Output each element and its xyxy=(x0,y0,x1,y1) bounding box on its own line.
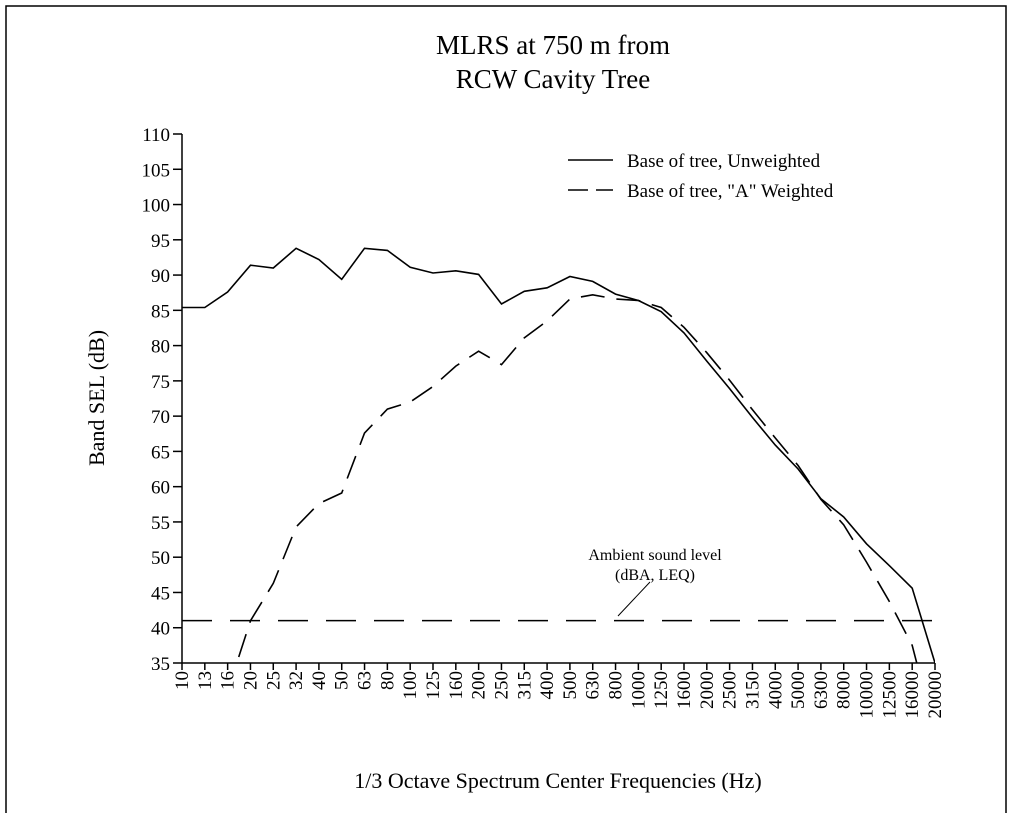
x-tick-label: 800 xyxy=(606,671,627,700)
y-tick-label: 35 xyxy=(151,654,170,675)
x-tick-label: 50 xyxy=(332,671,353,690)
annotation: (dBA, LEQ) xyxy=(615,567,695,584)
x-tick-label: 13 xyxy=(195,671,216,690)
x-tick-label: 10 xyxy=(172,671,193,690)
x-tick-label: 500 xyxy=(560,671,581,700)
x-tick-label: 125 xyxy=(423,671,444,700)
x-tick-label: 1250 xyxy=(651,671,672,709)
x-tick-label: 100 xyxy=(400,671,421,700)
x-tick-label: 3150 xyxy=(742,671,763,709)
x-tick-label: 16 xyxy=(218,671,239,690)
x-tick-label: 80 xyxy=(377,671,398,690)
y-tick-label: 65 xyxy=(151,442,170,463)
legend-label: Base of tree, "A" Weighted xyxy=(627,181,834,202)
x-tick-label: 20000 xyxy=(925,671,946,719)
x-tick-label: 12500 xyxy=(879,671,900,719)
x-tick-label: 630 xyxy=(583,671,604,700)
y-tick-label: 45 xyxy=(151,583,170,604)
x-tick-label: 63 xyxy=(355,671,376,690)
x-tick-label: 2000 xyxy=(697,671,718,709)
x-tick-label: 400 xyxy=(537,671,558,700)
y-tick-label: 75 xyxy=(151,372,170,393)
chart-title: MLRS at 750 m from xyxy=(436,30,670,60)
x-tick-label: 10000 xyxy=(857,671,878,719)
y-tick-label: 50 xyxy=(151,548,170,569)
y-tick-label: 60 xyxy=(151,478,170,499)
x-tick-label: 4000 xyxy=(765,671,786,709)
frame xyxy=(5,5,1007,813)
y-tick-label: 80 xyxy=(151,337,170,358)
series-line xyxy=(235,293,918,663)
x-tick-label: 40 xyxy=(309,671,330,690)
x-tick-label: 160 xyxy=(446,671,467,700)
annotation-leader xyxy=(617,581,651,617)
x-tick-label: 8000 xyxy=(834,671,855,709)
legend-label: Base of tree, Unweighted xyxy=(627,151,821,172)
x-tick-label: 32 xyxy=(286,671,307,690)
x-tick-label: 2500 xyxy=(720,671,741,709)
chart-title: RCW Cavity Tree xyxy=(456,64,651,94)
y-tick-label: 85 xyxy=(151,301,170,322)
y-tick-label: 40 xyxy=(151,619,170,640)
y-axis-label: Band SEL (dB) xyxy=(84,330,109,466)
x-tick-label: 5000 xyxy=(788,671,809,709)
x-tick-label: 6300 xyxy=(811,671,832,709)
y-tick-label: 105 xyxy=(142,160,171,181)
x-tick-label: 315 xyxy=(514,671,535,700)
y-tick-label: 95 xyxy=(151,231,170,252)
x-axis-label: 1/3 Octave Spectrum Center Frequencies (… xyxy=(354,768,761,793)
x-tick-label: 1000 xyxy=(628,671,649,709)
y-tick-label: 100 xyxy=(142,196,171,217)
x-tick-label: 1600 xyxy=(674,671,695,709)
y-tick-label: 55 xyxy=(151,513,170,534)
x-tick-label: 20 xyxy=(240,671,261,690)
x-tick-label: 200 xyxy=(469,671,490,700)
series-line xyxy=(182,247,935,663)
x-tick-label: 16000 xyxy=(902,671,923,719)
annotation: Ambient sound level xyxy=(588,547,722,564)
y-tick-label: 70 xyxy=(151,407,170,428)
x-tick-label: 25 xyxy=(263,671,284,690)
x-tick-label: 250 xyxy=(491,671,512,700)
y-tick-label: 90 xyxy=(151,266,170,287)
y-tick-label: 110 xyxy=(142,125,170,146)
